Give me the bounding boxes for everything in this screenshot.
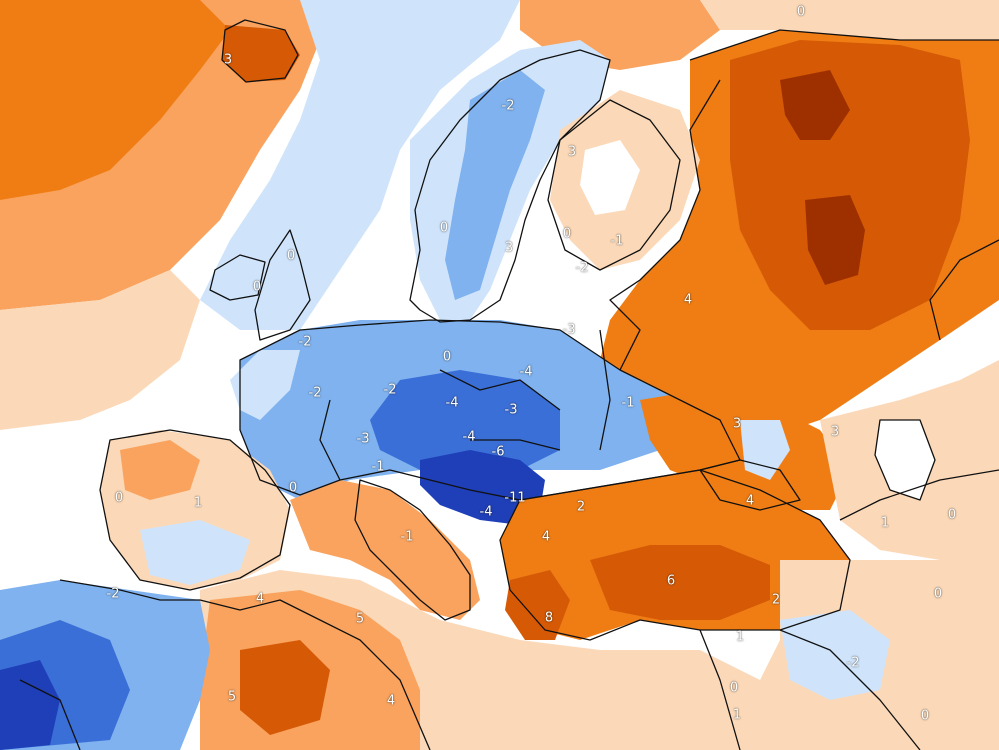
value-label: -3 (562, 322, 576, 338)
value-label: 4 (745, 493, 755, 509)
value-label: 4 (683, 292, 693, 308)
anomaly-zone-sahara-hot (240, 640, 330, 735)
anomaly-zone-iberia-cool (140, 520, 250, 585)
value-label: 0 (947, 507, 957, 523)
value-label: 3 (732, 416, 742, 432)
value-label: 0 (286, 248, 296, 264)
value-label: 5 (355, 611, 365, 627)
value-label: 0 (288, 480, 298, 496)
value-label: -4 (479, 504, 493, 520)
anomaly-zone-pannonia-very-cold (420, 450, 545, 525)
value-label: 3 (567, 144, 577, 160)
value-label: -1 (371, 459, 385, 475)
value-label: 4 (386, 693, 396, 709)
value-label: -3 (356, 431, 370, 447)
value-label: -1 (400, 529, 414, 545)
anomaly-zone-arctic-slight (700, 0, 999, 40)
value-label: -4 (462, 429, 476, 445)
value-label: -2 (308, 385, 322, 401)
anomaly-zone-caspian-white (875, 420, 935, 500)
anomaly-zone-atlantic-hot (0, 0, 230, 200)
anomaly-zone-atlantic-slightly-warm (0, 270, 200, 430)
value-label: 4 (541, 529, 551, 545)
anomaly-zone-north-sea-cool (200, 0, 520, 330)
value-label: 0 (442, 349, 452, 365)
value-label: -4 (519, 364, 533, 380)
value-label: 1 (880, 515, 890, 531)
value-label: 3 (504, 240, 514, 256)
value-label: 4 (255, 591, 265, 607)
value-label: 0 (252, 279, 262, 295)
value-label: -2 (575, 260, 589, 276)
anomaly-zone-sweden-cold (445, 70, 545, 300)
value-label: 5 (227, 689, 237, 705)
value-label: 2 (576, 499, 586, 515)
value-label: -2 (383, 382, 397, 398)
anomaly-zone-turkey-very-hot (590, 545, 770, 620)
anomaly-zone-central-europe-light (230, 350, 300, 420)
value-label: 0 (562, 226, 572, 242)
value-label: 8 (544, 610, 554, 626)
value-label: 2 (771, 592, 781, 608)
value-label: -2 (106, 586, 120, 602)
value-label: -4 (445, 395, 459, 411)
value-label: 0 (729, 680, 739, 696)
anomaly-zone-russia-extreme-center (805, 195, 865, 285)
value-label: 3 (830, 424, 840, 440)
value-label: 0 (114, 490, 124, 506)
anomaly-zone-black-sea-cool (740, 420, 790, 480)
value-label: -1 (621, 395, 635, 411)
value-label: 0 (933, 586, 943, 602)
value-label: -2 (846, 655, 860, 671)
value-label: -2 (501, 98, 515, 114)
value-label: 0 (920, 708, 930, 724)
anomaly-zone-morocco-very-cold (0, 660, 60, 750)
value-label: 0 (439, 220, 449, 236)
value-label: 1 (193, 495, 203, 511)
anomaly-zone-greece-very-hot (505, 570, 570, 640)
anomaly-zone-italy-warm (290, 480, 480, 620)
value-label: -1 (610, 233, 624, 249)
value-label: 1 (732, 707, 742, 723)
value-label: -3 (504, 402, 518, 418)
value-label: 1 (735, 629, 745, 645)
value-label: -11 (504, 490, 526, 506)
value-label: -2 (298, 334, 312, 350)
value-label: 3 (223, 52, 233, 68)
anomaly-zone-russia-extreme-north (780, 70, 850, 140)
anomaly-zone-iceland-hot (222, 25, 300, 82)
country-borders (19, 19, 999, 750)
anomaly-zone-iberia-hot (120, 440, 200, 500)
anomaly-zone-finland-white (580, 140, 640, 215)
value-label: -6 (491, 444, 505, 460)
anomaly-zone-central-europe-cold (370, 370, 560, 470)
value-label: 0 (796, 4, 806, 20)
value-label: 6 (666, 573, 676, 589)
